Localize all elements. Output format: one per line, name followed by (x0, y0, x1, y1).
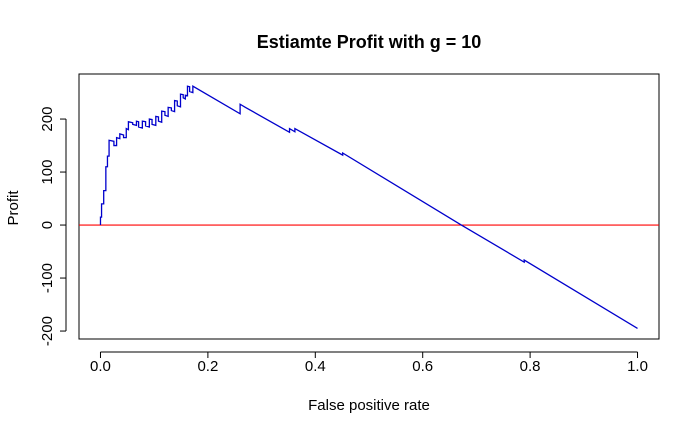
y-tick-label: 100 (39, 160, 56, 185)
x-axis-label: False positive rate (308, 397, 430, 414)
y-tick-label: 0 (39, 221, 56, 229)
x-tick-label: 0.0 (90, 358, 111, 375)
chart-title: Estiamte Profit with g = 10 (257, 32, 482, 52)
y-axis-label: Profit (5, 190, 22, 226)
profit-series-line (99, 85, 638, 329)
x-tick-label: 0.4 (305, 358, 326, 375)
x-tick-label: 0.2 (197, 358, 218, 375)
x-tick-label: 0.8 (520, 358, 541, 375)
plot-area: 0.0 0.2 0.4 0.6 0.8 1.0 -200 -100 0 100 200 (39, 73, 660, 375)
x-tick-label: 1.0 (627, 358, 648, 375)
y-tick-label: 200 (39, 107, 56, 132)
plot-frame (78, 73, 660, 340)
y-tick-label: -200 (39, 316, 56, 346)
y-tick-label: -100 (39, 263, 56, 293)
x-tick-label: 0.6 (412, 358, 433, 375)
